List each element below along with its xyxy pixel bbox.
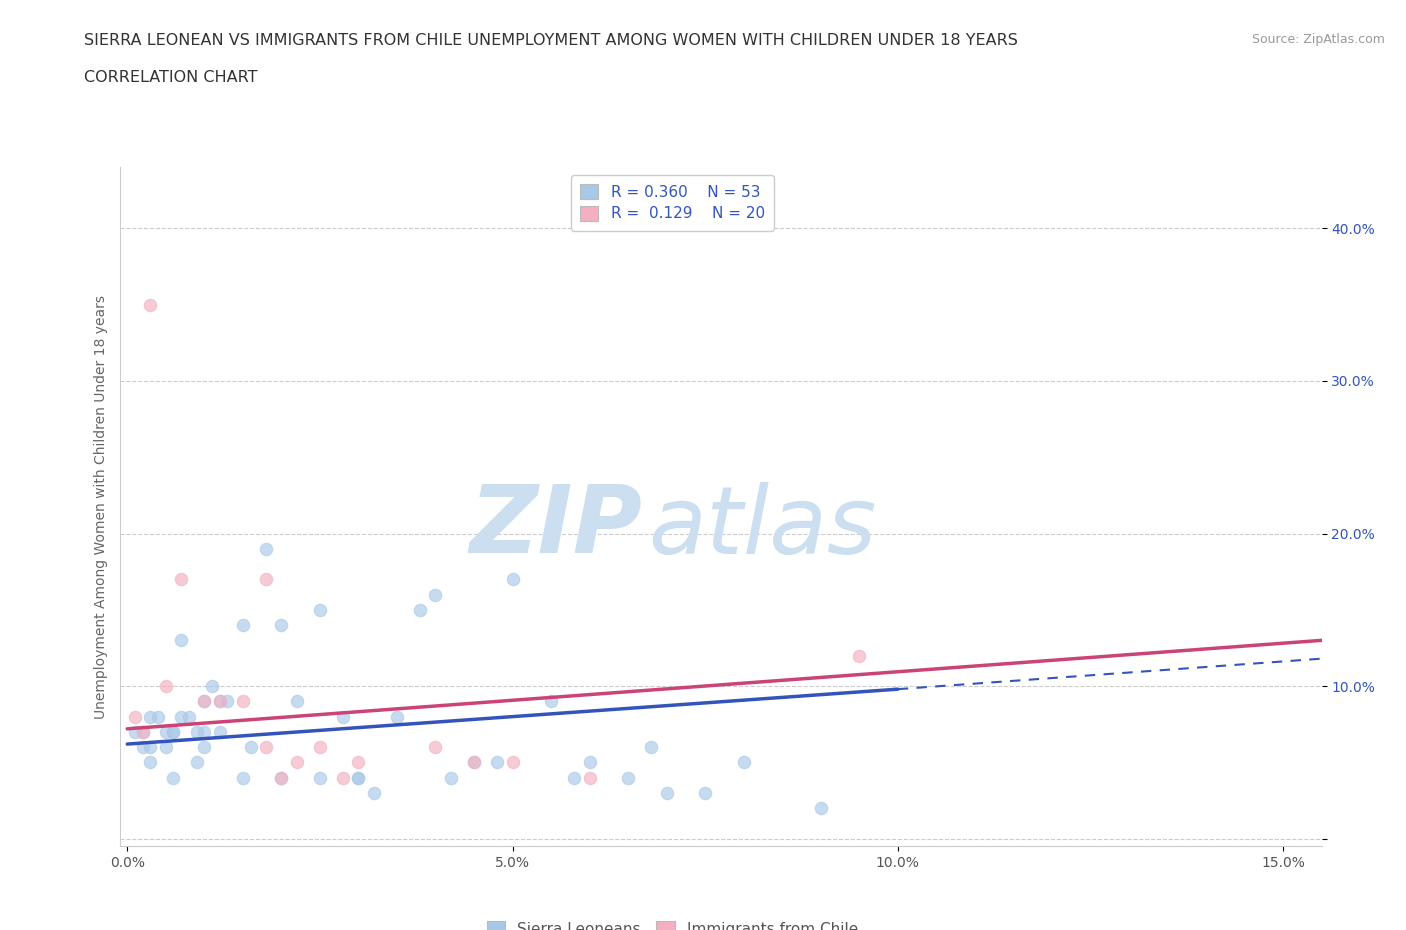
Point [186, 755, 208, 770]
Point [363, 786, 385, 801]
Point [309, 739, 332, 754]
Point [409, 603, 432, 618]
Point [425, 739, 447, 754]
Point [385, 710, 408, 724]
Point [347, 770, 370, 785]
Y-axis label: Unemployment Among Women with Children Under 18 years: Unemployment Among Women with Children U… [94, 295, 108, 719]
Point [177, 710, 200, 724]
Point [170, 633, 193, 648]
Point [162, 770, 184, 785]
Point [124, 724, 146, 739]
Point [502, 572, 524, 587]
Point [232, 618, 254, 632]
Point [486, 755, 509, 770]
Point [170, 572, 193, 587]
Point [193, 694, 215, 709]
Point [562, 770, 585, 785]
Point [285, 694, 308, 709]
Point [193, 694, 215, 709]
Point [347, 755, 370, 770]
Point [186, 724, 208, 739]
Point [131, 739, 153, 754]
Point [270, 770, 292, 785]
Point [332, 770, 354, 785]
Point [131, 724, 153, 739]
Point [463, 755, 485, 770]
Point [810, 801, 832, 816]
Point [162, 724, 184, 739]
Point [239, 739, 262, 754]
Point [217, 694, 239, 709]
Text: ZIP: ZIP [470, 481, 643, 573]
Point [232, 694, 254, 709]
Point [578, 770, 600, 785]
Point [139, 755, 162, 770]
Point [193, 724, 215, 739]
Point [270, 770, 292, 785]
Point [578, 755, 600, 770]
Point [309, 603, 332, 618]
Point [848, 648, 870, 663]
Point [208, 694, 231, 709]
Point [309, 770, 332, 785]
Point [155, 724, 177, 739]
Point [146, 710, 169, 724]
Point [208, 694, 231, 709]
Point [155, 679, 177, 694]
Point [270, 618, 292, 632]
Point [502, 755, 524, 770]
Point [124, 710, 146, 724]
Point [347, 770, 370, 785]
Point [655, 786, 678, 801]
Point [540, 694, 562, 709]
Point [440, 770, 463, 785]
Point [201, 679, 224, 694]
Text: SIERRA LEONEAN VS IMMIGRANTS FROM CHILE UNEMPLOYMENT AMONG WOMEN WITH CHILDREN U: SIERRA LEONEAN VS IMMIGRANTS FROM CHILE … [84, 33, 1018, 47]
Text: atlas: atlas [648, 482, 877, 573]
Point [695, 786, 717, 801]
Point [170, 710, 193, 724]
Point [332, 710, 354, 724]
Point [285, 755, 308, 770]
Point [254, 541, 277, 556]
Point [425, 587, 447, 602]
Point [131, 724, 153, 739]
Text: CORRELATION CHART: CORRELATION CHART [84, 70, 257, 85]
Point [139, 298, 162, 312]
Point [254, 739, 277, 754]
Point [193, 739, 215, 754]
Point [733, 755, 755, 770]
Text: Source: ZipAtlas.com: Source: ZipAtlas.com [1251, 33, 1385, 46]
Point [617, 770, 640, 785]
Point [139, 710, 162, 724]
Point [162, 724, 184, 739]
Point [232, 770, 254, 785]
Point [139, 739, 162, 754]
Point [208, 724, 231, 739]
Point [155, 739, 177, 754]
Point [640, 739, 662, 754]
Point [254, 572, 277, 587]
Point [463, 755, 485, 770]
Legend: Sierra Leoneans, Immigrants from Chile: Sierra Leoneans, Immigrants from Chile [481, 915, 865, 930]
